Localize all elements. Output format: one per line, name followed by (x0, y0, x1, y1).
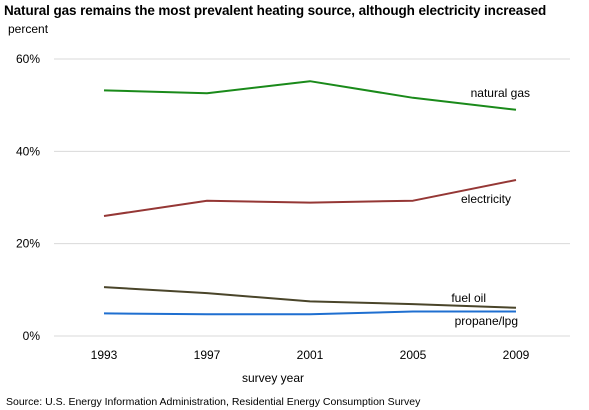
series-line-electricity (103, 179, 517, 217)
y-tick-label: 60% (16, 52, 40, 66)
y-unit-label: percent (8, 22, 49, 36)
x-tick-label: 2005 (400, 348, 427, 362)
y-tick-label: 40% (16, 144, 40, 158)
series-line-fuel-oil (103, 286, 517, 309)
x-tick-label: 1993 (91, 348, 118, 362)
series-label-natural-gas: natural gas (471, 86, 530, 100)
x-axis-title: survey year (242, 371, 304, 385)
x-tick-label: 2009 (503, 348, 530, 362)
chart-title: Natural gas remains the most prevalent h… (4, 3, 547, 18)
x-tick-label: 1997 (194, 348, 221, 362)
series-line-natural-gas (103, 80, 517, 111)
series-label-propane-lpg: propane/lpg (455, 314, 518, 328)
y-tick-label: 20% (16, 237, 40, 251)
x-tick-label: 2001 (297, 348, 324, 362)
series-label-electricity: electricity (461, 192, 511, 206)
series-label-fuel-oil: fuel oil (451, 291, 486, 305)
source-note: Source: U.S. Energy Information Administ… (6, 396, 421, 408)
y-tick-label: 0% (23, 329, 41, 343)
